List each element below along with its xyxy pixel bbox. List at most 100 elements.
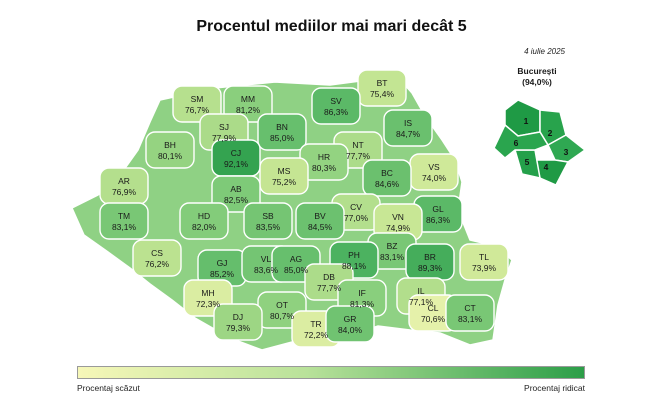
county-code-vl: VL xyxy=(261,254,272,264)
legend-gradient-bar xyxy=(77,366,585,379)
county-area-hd xyxy=(179,202,229,240)
county-area-cj xyxy=(211,139,261,177)
county-code-bn: BN xyxy=(276,122,288,132)
county-value-bc: 84,6% xyxy=(375,179,400,189)
county-value-tl: 73,9% xyxy=(472,263,497,273)
county-value-db: 77,7% xyxy=(317,283,342,293)
county-value-nt: 77,7% xyxy=(346,151,371,161)
bucharest-name: București xyxy=(517,66,556,76)
county-code-ms: MS xyxy=(278,166,291,176)
county-area-ms xyxy=(259,157,309,195)
county-area-br xyxy=(405,243,455,281)
county-value-sv: 86,3% xyxy=(324,107,349,117)
county-area-bc xyxy=(362,159,412,197)
county-value-vs: 74,0% xyxy=(422,173,447,183)
county-code-sm: SM xyxy=(191,94,204,104)
sector-4-label: 4 xyxy=(544,162,549,172)
county-value-mm: 81,2% xyxy=(236,105,261,115)
county-value-cs: 76,2% xyxy=(145,259,170,269)
sector-6-area xyxy=(493,123,550,159)
county-area-sm xyxy=(172,85,222,123)
county-code-bz: BZ xyxy=(387,241,398,251)
sector-3-label: 3 xyxy=(564,147,569,157)
county-code-sv: SV xyxy=(330,96,342,106)
county-area-tl xyxy=(459,243,509,281)
county-code-nt: NT xyxy=(352,140,363,150)
county-code-bt: BT xyxy=(377,78,388,88)
county-value-ms: 75,2% xyxy=(272,177,297,187)
county-code-sj: SJ xyxy=(219,122,229,132)
county-area-vs xyxy=(409,153,459,191)
county-code-dj: DJ xyxy=(233,312,243,322)
county-area-ct xyxy=(445,294,495,332)
county-code-bv: BV xyxy=(314,211,326,221)
county-area-bv xyxy=(295,202,345,240)
sector-2-label: 2 xyxy=(548,128,553,138)
county-value-ph: 88,1% xyxy=(342,261,367,271)
county-value-tr: 72,2% xyxy=(304,330,329,340)
county-value-gr: 84,0% xyxy=(338,325,363,335)
county-area-ab xyxy=(211,175,261,213)
county-value-ot: 80,7% xyxy=(270,311,295,321)
county-value-vn: 74,9% xyxy=(386,223,411,233)
map-title: Procentul mediilor mai mari decât 5 xyxy=(196,18,467,35)
legend-high-label: Procentaj ridicat xyxy=(524,383,585,393)
sector-5-label: 5 xyxy=(525,157,530,167)
county-value-cj: 92,1% xyxy=(224,159,249,169)
county-code-il: IL xyxy=(417,286,424,296)
county-value-cv: 77,0% xyxy=(344,213,369,223)
county-value-tm: 83,1% xyxy=(112,222,137,232)
county-code-br: BR xyxy=(424,252,436,262)
county-area-sv xyxy=(311,87,361,125)
county-value-if: 81,3% xyxy=(350,299,375,309)
county-area-tm xyxy=(99,202,149,240)
county-area-bn xyxy=(257,113,307,151)
county-code-vn: VN xyxy=(392,212,404,222)
date-label: 4 iulie 2025 xyxy=(524,47,565,56)
county-code-bh: BH xyxy=(164,140,176,150)
county-value-gj: 85,2% xyxy=(210,269,235,279)
county-code-ar: AR xyxy=(118,176,130,186)
county-code-ag: AG xyxy=(290,254,302,264)
county-code-vs: VS xyxy=(428,162,440,172)
county-value-gl: 86,3% xyxy=(426,215,451,225)
county-code-cj: CJ xyxy=(231,148,241,158)
county-code-ot: OT xyxy=(276,300,288,310)
county-area-dj xyxy=(213,303,263,341)
county-value-br: 89,3% xyxy=(418,263,443,273)
county-value-sj: 77,9% xyxy=(212,133,237,143)
county-value-sm: 76,7% xyxy=(185,105,210,115)
county-code-mh: MH xyxy=(201,288,214,298)
county-value-bv: 84,5% xyxy=(308,222,333,232)
legend-low-label: Procentaj scăzut xyxy=(77,383,140,393)
county-area-bt xyxy=(357,69,407,107)
sector-6-label: 6 xyxy=(514,138,519,148)
county-code-cv: CV xyxy=(350,202,362,212)
county-area-is xyxy=(383,109,433,147)
county-area-sb xyxy=(243,202,293,240)
county-value-bn: 85,0% xyxy=(270,133,295,143)
county-code-db: DB xyxy=(323,272,335,282)
county-code-ab: AB xyxy=(230,184,242,194)
county-value-hr: 80,3% xyxy=(312,163,337,173)
bucharest-value: (94,0%) xyxy=(522,77,552,87)
county-code-bc: BC xyxy=(381,168,393,178)
county-code-tm: TM xyxy=(118,211,130,221)
county-value-bh: 80,1% xyxy=(158,151,183,161)
county-value-ct: 83,1% xyxy=(458,314,483,324)
bucharest-inset: București (94,0%) 1 2 3 4 5 6 xyxy=(493,66,587,186)
sector-1-label: 1 xyxy=(524,116,529,126)
county-value-hd: 82,0% xyxy=(192,222,217,232)
county-area-bh xyxy=(145,131,195,169)
county-value-ab: 82,5% xyxy=(224,195,249,205)
county-value-vl: 83,6% xyxy=(254,265,279,275)
county-code-ph: PH xyxy=(348,250,360,260)
county-value-mh: 72,3% xyxy=(196,299,221,309)
county-value-cl: 70,6% xyxy=(421,314,446,324)
county-code-is: IS xyxy=(404,118,412,128)
sector-3-area xyxy=(547,134,587,163)
county-code-cl: CL xyxy=(428,303,439,313)
county-code-cs: CS xyxy=(151,248,163,258)
county-value-il: 77,1% xyxy=(409,297,434,307)
